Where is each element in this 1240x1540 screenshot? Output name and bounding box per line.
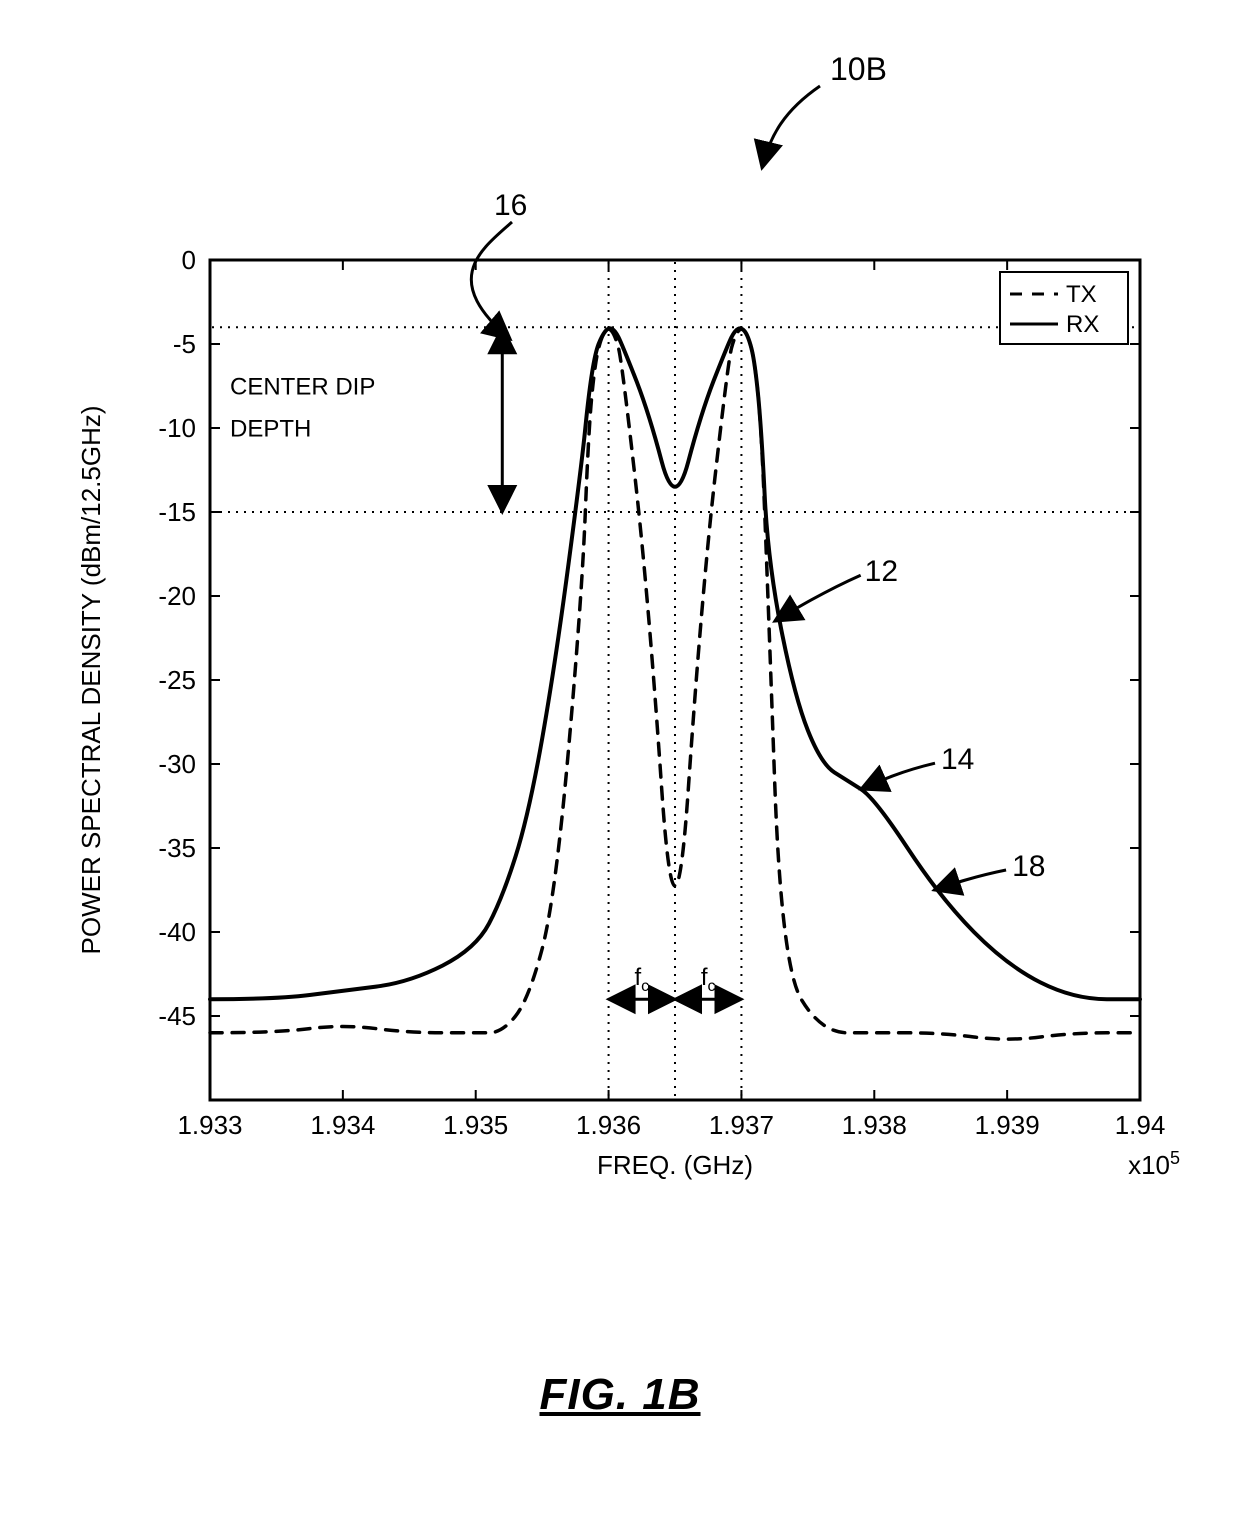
svg-text:1.934: 1.934 [310, 1110, 375, 1140]
svg-text:x105: x105 [1128, 1148, 1180, 1180]
svg-text:18: 18 [1012, 850, 1045, 883]
svg-text:1.933: 1.933 [177, 1110, 242, 1140]
svg-text:10B: 10B [830, 51, 887, 87]
figure-caption: FIG. 1B [0, 1370, 1240, 1420]
svg-text:-45: -45 [158, 1001, 196, 1031]
svg-text:fc: fc [701, 964, 716, 995]
chart-container: 0 -5 -10 -15 -20 -25 -30 -35 -40 -45 1.933 1.934 1.9… [40, 40, 1200, 1240]
svg-text:12: 12 [865, 555, 898, 588]
svg-text:-20: -20 [158, 581, 196, 611]
svg-text:1.937: 1.937 [709, 1110, 774, 1140]
svg-text:-35: -35 [158, 833, 196, 863]
svg-text:DEPTH: DEPTH [230, 415, 311, 442]
svg-text:-10: -10 [158, 413, 196, 443]
svg-text:POWER SPECTRAL DENSITY (dBm/12: POWER SPECTRAL DENSITY (dBm/12.5GHz) [76, 405, 106, 954]
svg-text:fc: fc [634, 964, 649, 995]
svg-text:TX: TX [1066, 281, 1097, 308]
svg-text:14: 14 [941, 743, 974, 776]
psd-chart: 0 -5 -10 -15 -20 -25 -30 -35 -40 -45 1.933 1.934 1.9… [40, 40, 1200, 1240]
svg-text:-30: -30 [158, 749, 196, 779]
svg-text:1.935: 1.935 [443, 1110, 508, 1140]
svg-text:1.94: 1.94 [1115, 1110, 1166, 1140]
svg-text:-5: -5 [173, 329, 196, 359]
svg-text:1.939: 1.939 [975, 1110, 1040, 1140]
svg-text:FREQ. (GHz): FREQ. (GHz) [597, 1150, 753, 1180]
svg-text:CENTER DIP: CENTER DIP [230, 373, 375, 400]
svg-text:-25: -25 [158, 665, 196, 695]
svg-text:16: 16 [494, 189, 527, 222]
svg-text:RX: RX [1066, 311, 1099, 338]
svg-text:1.938: 1.938 [842, 1110, 907, 1140]
svg-text:-15: -15 [158, 497, 196, 527]
svg-text:1.936: 1.936 [576, 1110, 641, 1140]
svg-text:-40: -40 [158, 917, 196, 947]
svg-text:0: 0 [182, 245, 196, 275]
